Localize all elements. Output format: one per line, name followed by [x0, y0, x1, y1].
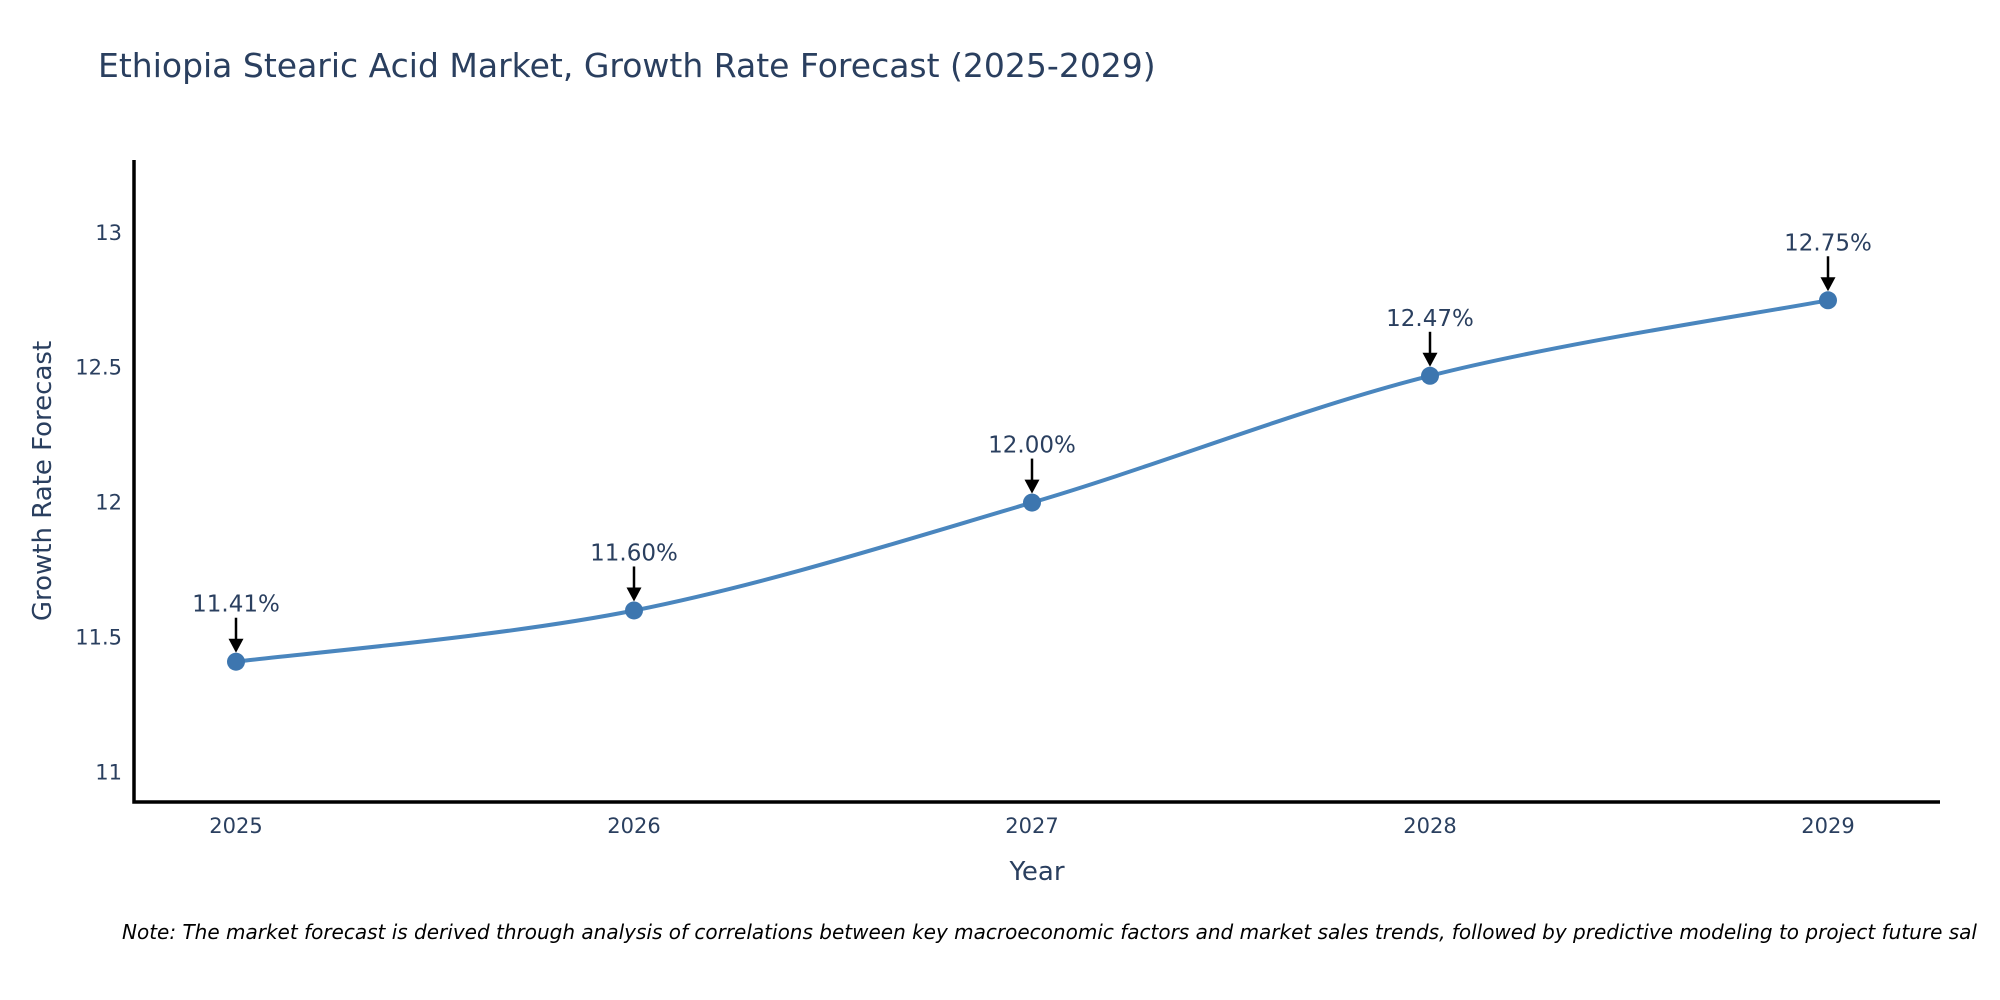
data-point-marker [1023, 493, 1041, 512]
y-tick-label: 12.5 [75, 356, 122, 380]
y-tick-label: 12 [95, 491, 122, 515]
point-annotation: 12.47% [1386, 306, 1474, 332]
data-point-marker [625, 601, 643, 620]
point-annotation: 12.75% [1784, 230, 1872, 256]
y-tick-label: 11.5 [75, 625, 122, 649]
chart-title: Ethiopia Stearic Acid Market, Growth Rat… [98, 46, 1156, 85]
y-tick-label: 11 [95, 760, 122, 784]
x-tick-label: 2028 [1403, 814, 1456, 838]
x-axis-title: Year [1009, 857, 1065, 887]
point-annotation: 11.41% [192, 592, 280, 618]
annotation-arrowhead [1024, 479, 1040, 494]
annotation-arrowhead [1422, 352, 1438, 367]
data-point-marker [1421, 366, 1439, 385]
point-annotation: 11.60% [590, 540, 678, 566]
x-tick-label: 2027 [1005, 814, 1058, 838]
annotation-arrowhead [1820, 277, 1836, 292]
annotation-arrowhead [626, 587, 642, 602]
y-tick-label: 13 [95, 221, 122, 245]
data-point-marker [227, 652, 245, 671]
axis-lines [132, 160, 1940, 804]
annotation-arrowhead [228, 638, 244, 653]
point-annotation: 12.00% [988, 433, 1076, 459]
footnote-text: Note: The market forecast is derived thr… [122, 920, 1977, 944]
data-point-marker [1819, 291, 1837, 310]
x-tick-label: 2026 [607, 814, 660, 838]
x-tick-label: 2029 [1801, 814, 1854, 838]
x-tick-label: 2025 [209, 814, 262, 838]
